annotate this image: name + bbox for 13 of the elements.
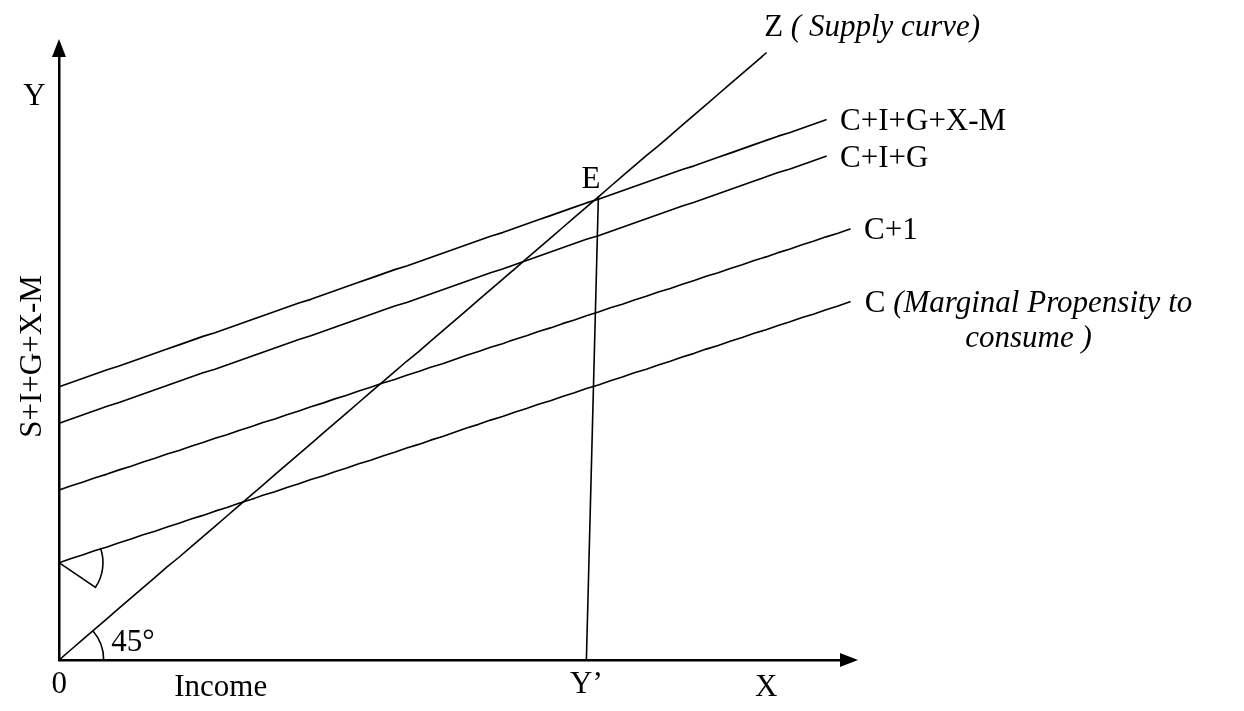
series-label: C+I+G (840, 138, 929, 174)
annotation: 45° (111, 622, 155, 658)
x-tick-label: 0 (51, 664, 67, 700)
y-axis-title: S+I+G+X-M (12, 275, 48, 438)
x-axis-title: Income (174, 667, 268, 703)
series-label: Z ( Supply curve) (764, 8, 981, 43)
x-tick-label: Y’ (570, 664, 603, 700)
series-label: C+I+G+X-M (840, 102, 1007, 138)
series-label: C+1 (864, 211, 918, 247)
series-label: C (Marginal Propensity to consume ) (864, 284, 1193, 355)
text: Y (23, 77, 46, 112)
text: X (755, 667, 778, 703)
annotation: E (581, 159, 601, 195)
